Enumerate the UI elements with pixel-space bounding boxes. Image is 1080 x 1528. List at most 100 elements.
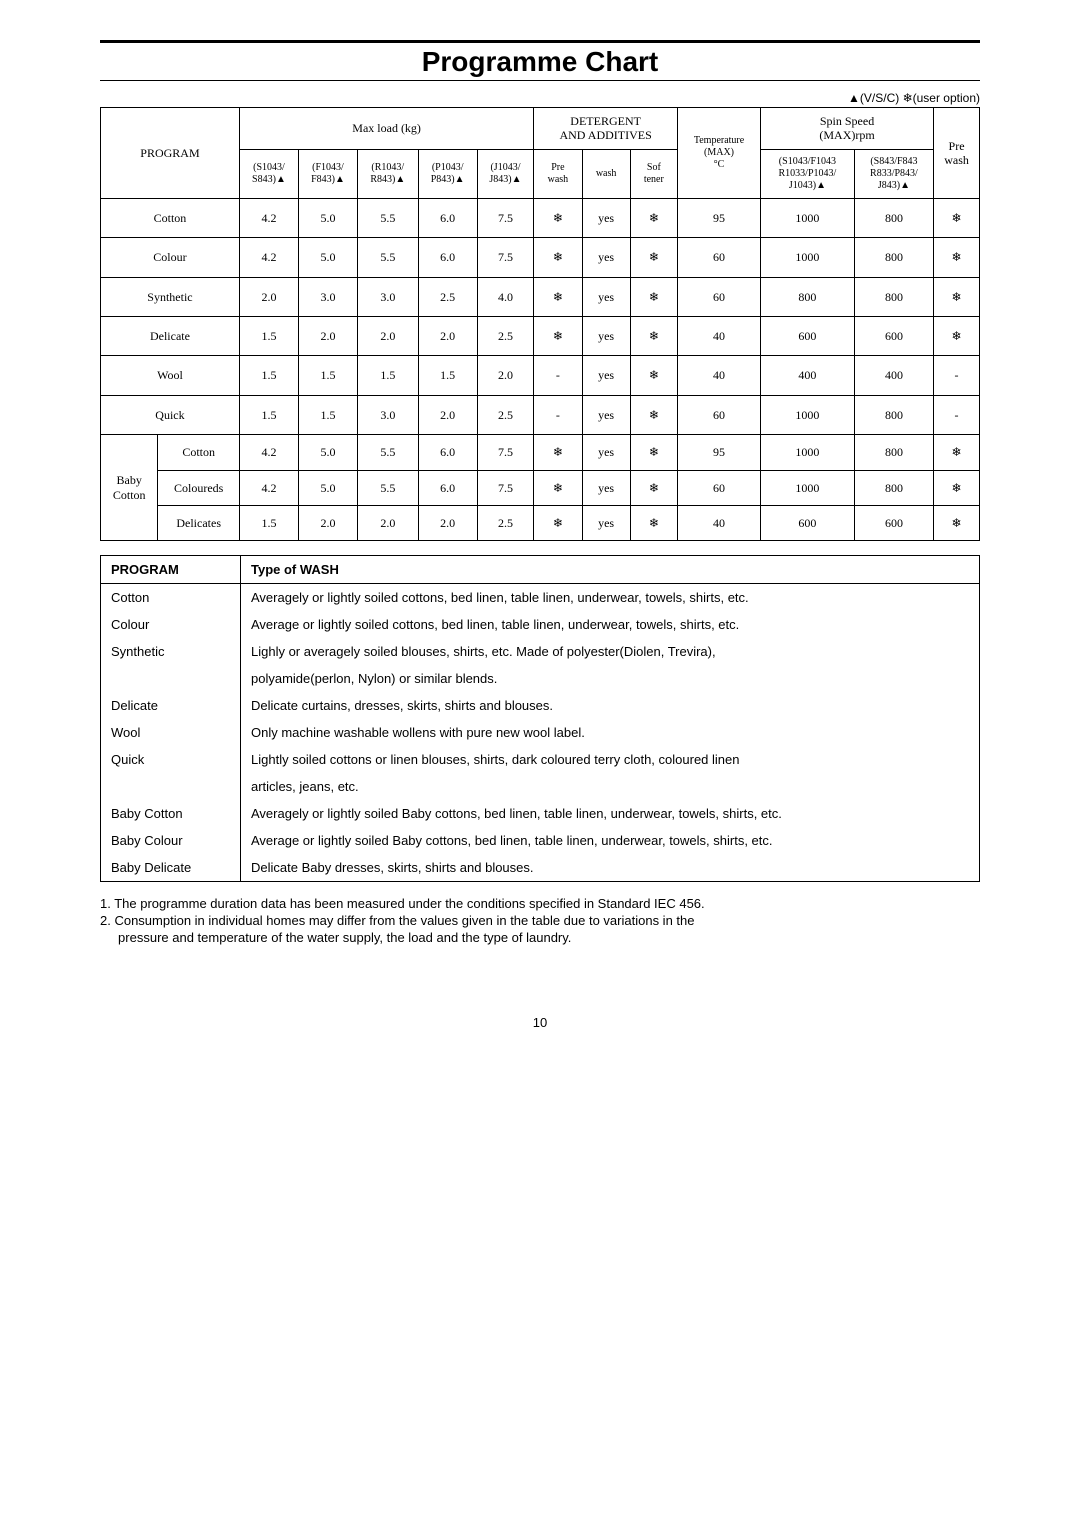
table-cell: 2.5 (477, 505, 534, 540)
table-cell: 7.5 (477, 470, 534, 505)
table-cell: - (534, 356, 582, 395)
header-spin-0: (S1043/F1043 R1033/P1043/ J1043)▲ (761, 149, 855, 198)
table-cell: 3.0 (358, 277, 419, 316)
table-cell: 1000 (761, 435, 855, 470)
table-cell: ❄ (630, 470, 677, 505)
table-cell: 800 (854, 470, 933, 505)
header-temp: Temperature (MAX) °C (677, 108, 760, 199)
table-cell: 600 (761, 316, 855, 355)
table-cell: 7.5 (477, 238, 534, 277)
table-cell: ❄ (630, 395, 677, 434)
desc-program: Cotton (101, 584, 241, 612)
table-cell: 1.5 (298, 395, 357, 434)
table-cell: - (934, 395, 980, 434)
table-cell: 3.0 (298, 277, 357, 316)
table-cell: 5.0 (298, 435, 357, 470)
table-cell: 5.0 (298, 198, 357, 237)
desc-text: Average or lightly soiled Baby cottons, … (241, 827, 980, 854)
header-spin: Spin Speed (MAX)rpm (761, 108, 934, 150)
table-cell: 5.5 (358, 435, 419, 470)
table-cell: yes (582, 435, 630, 470)
legend-text: ▲(V/S/C) ❄(user option) (100, 91, 980, 105)
header-prewash: Pre wash (934, 108, 980, 199)
table-cell: 1.5 (358, 356, 419, 395)
table-cell: 2.0 (418, 316, 477, 355)
table-cell: 800 (761, 277, 855, 316)
table-cell: - (934, 356, 980, 395)
page-title: Programme Chart (100, 44, 980, 80)
table-cell: 95 (677, 198, 760, 237)
wash-type-table: PROGRAM Type of WASH CottonAveragely or … (100, 555, 980, 882)
table-cell: 5.5 (358, 470, 419, 505)
table-row-program: Synthetic (101, 277, 240, 316)
table-cell: 600 (854, 316, 933, 355)
table-cell: yes (582, 505, 630, 540)
table-cell: 5.5 (358, 198, 419, 237)
page-number: 10 (100, 1015, 980, 1030)
table-cell: 2.0 (298, 316, 357, 355)
header-load-0: (S1043/ S843)▲ (239, 149, 298, 198)
note-1: 1. The programme duration data has been … (100, 896, 980, 911)
table-cell: ❄ (534, 277, 582, 316)
table-cell: yes (582, 316, 630, 355)
table-row-program: Coloureds (158, 470, 240, 505)
table-cell: ❄ (630, 435, 677, 470)
table-row-program: Wool (101, 356, 240, 395)
desc-program: Baby Cotton (101, 800, 241, 827)
table-row-program: Colour (101, 238, 240, 277)
table-cell: ❄ (630, 316, 677, 355)
table-cell: 6.0 (418, 238, 477, 277)
table-cell: 2.5 (477, 395, 534, 434)
table-cell: 6.0 (418, 198, 477, 237)
table-cell: 7.5 (477, 198, 534, 237)
desc-text: Averagely or lightly soiled cottons, bed… (241, 584, 980, 612)
table-cell: 1.5 (239, 395, 298, 434)
table-cell: 2.0 (239, 277, 298, 316)
table-cell: 800 (854, 277, 933, 316)
table-cell: 1000 (761, 198, 855, 237)
table-cell: yes (582, 198, 630, 237)
table-cell: ❄ (934, 470, 980, 505)
table-cell: 95 (677, 435, 760, 470)
table-cell: 800 (854, 238, 933, 277)
table-cell: yes (582, 277, 630, 316)
desc-text: Average or lightly soiled cottons, bed l… (241, 611, 980, 638)
header-det-0: Pre wash (534, 149, 582, 198)
table-cell: 5.0 (298, 238, 357, 277)
desc-text: Averagely or lightly soiled Baby cottons… (241, 800, 980, 827)
table-cell: 2.0 (298, 505, 357, 540)
desc-text: Lighly or averagely soiled blouses, shir… (241, 638, 980, 665)
table-cell: 40 (677, 356, 760, 395)
table-cell: 600 (761, 505, 855, 540)
header-maxload: Max load (kg) (239, 108, 533, 150)
table-cell: 6.0 (418, 470, 477, 505)
table-cell: 800 (854, 435, 933, 470)
table-cell: ❄ (630, 505, 677, 540)
header-program: PROGRAM (101, 108, 240, 199)
table-cell: 1.5 (239, 505, 298, 540)
table-cell: 400 (854, 356, 933, 395)
table-cell: 1.5 (239, 356, 298, 395)
table-cell: yes (582, 470, 630, 505)
desc-program: Baby Delicate (101, 854, 241, 882)
table-cell: yes (582, 238, 630, 277)
table-cell: 2.5 (418, 277, 477, 316)
header-detergent: DETERGENT AND ADDITIVES (534, 108, 678, 150)
table-cell: ❄ (534, 316, 582, 355)
table-cell: - (534, 395, 582, 434)
header-load-1: (F1043/ F843)▲ (298, 149, 357, 198)
desc-text: articles, jeans, etc. (241, 773, 980, 800)
table-cell: ❄ (630, 238, 677, 277)
table-cell: 60 (677, 238, 760, 277)
table-cell: 5.5 (358, 238, 419, 277)
desc-text: Lightly soiled cottons or linen blouses,… (241, 746, 980, 773)
table-cell: 4.2 (239, 238, 298, 277)
desc-text: Only machine washable wollens with pure … (241, 719, 980, 746)
table-cell: 40 (677, 505, 760, 540)
table-cell: 2.0 (418, 505, 477, 540)
table-cell: 1.5 (239, 316, 298, 355)
desc-text: Delicate curtains, dresses, skirts, shir… (241, 692, 980, 719)
table-cell: 4.2 (239, 470, 298, 505)
table-cell: 60 (677, 395, 760, 434)
table-cell: 4.2 (239, 198, 298, 237)
